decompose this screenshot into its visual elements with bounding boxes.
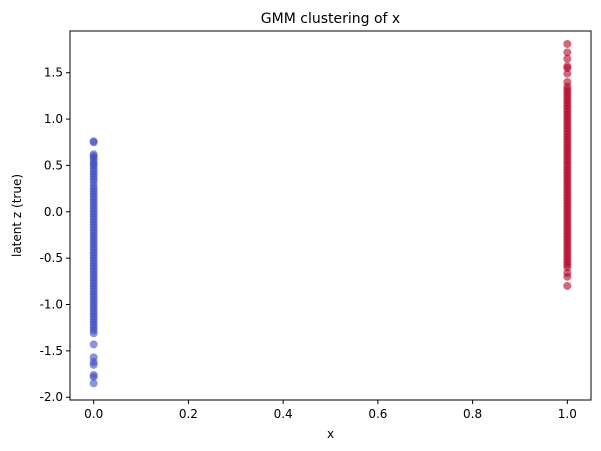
y-tick-label-1: -1.5 <box>40 344 63 358</box>
x-tick-label-2: 0.4 <box>274 407 293 421</box>
y-tick-label-5: 0.5 <box>44 158 63 172</box>
data-point-s0-71 <box>89 360 98 369</box>
data-point-s1-72 <box>563 263 572 272</box>
points-layer <box>89 39 572 388</box>
x-tick-label-3: 0.6 <box>368 407 387 421</box>
plot-frame <box>69 30 592 401</box>
x-tick-label-1: 0.2 <box>179 407 198 421</box>
data-point-s1-74 <box>563 272 572 281</box>
data-point-s0-67 <box>89 329 98 338</box>
chart-title: GMM clustering of x <box>261 11 400 27</box>
x-tick-label-5: 1.0 <box>558 407 577 421</box>
y-axis-label: latent z (true) <box>10 174 24 257</box>
y-tick-label-3: -0.5 <box>40 251 63 265</box>
data-point-s1-75 <box>563 281 572 290</box>
x-axis: 0.0 0.2 0.4 0.6 0.8 1.0 <box>84 400 577 421</box>
data-point-s1-5 <box>563 69 572 78</box>
data-point-s0-1 <box>89 138 98 147</box>
y-tick-label-6: 1.0 <box>44 112 63 126</box>
x-tick-label-0: 0.0 <box>84 407 103 421</box>
x-tick-label-4: 0.8 <box>463 407 482 421</box>
data-point-s0-68 <box>89 340 98 349</box>
y-tick-label-4: 0.0 <box>44 205 63 219</box>
y-tick-label-7: 1.5 <box>44 66 63 80</box>
data-point-s0-73 <box>89 372 98 381</box>
y-tick-label-0: -2.0 <box>40 390 63 404</box>
data-point-s1-4 <box>563 64 572 73</box>
x-axis-label: x <box>327 427 334 441</box>
data-point-s1-2 <box>563 54 572 63</box>
y-tick-label-2: -1.0 <box>40 298 63 312</box>
data-point-s0-74 <box>89 379 98 388</box>
data-point-s1-1 <box>563 48 572 57</box>
data-point-s1-0 <box>563 39 572 48</box>
y-axis: -2.0 -1.5 -1.0 -0.5 0.0 0.5 1.0 1.5 <box>40 66 70 404</box>
